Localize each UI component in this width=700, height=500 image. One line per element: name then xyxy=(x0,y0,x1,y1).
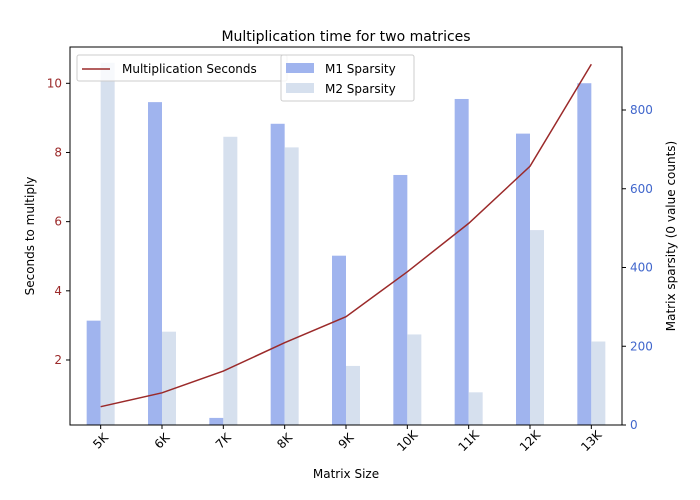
chart-title: Multiplication time for two matrices xyxy=(221,29,470,45)
legend-line-series: Multiplication Seconds xyxy=(76,54,288,82)
left-tick-label-2: 2 xyxy=(54,353,62,367)
m2-bar-8K xyxy=(284,147,299,425)
legend-m1-swatch xyxy=(286,63,314,73)
m1-bar-10K xyxy=(393,174,408,425)
legend-line-label: Multiplication Seconds xyxy=(122,62,257,76)
x-tick-label-9K: 9K xyxy=(336,430,358,452)
left-tick-label-8: 8 xyxy=(54,145,62,159)
legend-m1-label: M1 Sparsity xyxy=(325,62,396,76)
x-tick-label-8K: 8K xyxy=(274,430,296,452)
m2-bar-10K xyxy=(407,334,422,425)
right-axis-label: Matrix sparsity (0 value counts) xyxy=(664,141,678,331)
right-tick-label-200: 200 xyxy=(630,339,653,353)
m2-bar-6K xyxy=(162,331,176,425)
m2-bar-11K xyxy=(468,392,483,425)
x-tick-label-6K: 6K xyxy=(152,430,174,452)
line-layer xyxy=(100,63,592,408)
multiplication-seconds-line xyxy=(100,63,592,408)
m1-bar-9K xyxy=(332,255,346,425)
x-tick-label-13K: 13K xyxy=(578,427,605,454)
m1-bar-5K xyxy=(86,320,101,425)
left-tick-label-10: 10 xyxy=(47,76,62,90)
left-tick-label-6: 6 xyxy=(54,215,62,229)
left-axis-ticks: 2 4 6 8 10 xyxy=(47,76,70,367)
legend-bar-frame xyxy=(280,54,415,102)
right-tick-label-800: 800 xyxy=(630,103,653,117)
x-tick-label-7K: 7K xyxy=(213,430,235,452)
m1-bar-8K xyxy=(270,123,285,425)
right-tick-label-600: 600 xyxy=(630,182,653,196)
m1-bar-13K xyxy=(577,83,592,425)
legend-m2-label: M2 Sparsity xyxy=(325,82,396,96)
left-axis-label: Seconds to multiply xyxy=(23,177,37,296)
m2-bar-5K xyxy=(100,62,115,425)
x-axis-label: Matrix Size xyxy=(313,467,379,481)
m2-bar-9K xyxy=(346,365,360,425)
bars-group xyxy=(86,62,606,425)
x-tick-label-10K: 10K xyxy=(394,427,421,454)
m1-bar-6K xyxy=(148,102,162,425)
left-tick-label-4: 4 xyxy=(54,284,62,298)
m1-bar-11K xyxy=(454,98,469,425)
right-axis-ticks: 0 200 400 600 800 xyxy=(622,103,653,432)
legend-bar-series: M1 Sparsity M2 Sparsity xyxy=(280,54,415,102)
legend-m2-swatch xyxy=(286,83,314,93)
right-tick-label-400: 400 xyxy=(630,261,653,275)
m2-bar-7K xyxy=(223,136,238,425)
x-tick-label-11K: 11K xyxy=(456,427,483,454)
m1-bar-12K xyxy=(516,133,530,425)
x-tick-label-5K: 5K xyxy=(90,430,112,452)
m2-bar-12K xyxy=(530,230,544,425)
x-tick-label-12K: 12K xyxy=(517,427,544,454)
m1-bar-7K xyxy=(209,417,224,425)
m2-bar-13K xyxy=(591,341,606,425)
x-axis-ticks: 5K 6K 7K 8K 9K 10K 11K 12K 13K xyxy=(90,425,605,454)
right-tick-label-0: 0 xyxy=(630,418,638,432)
